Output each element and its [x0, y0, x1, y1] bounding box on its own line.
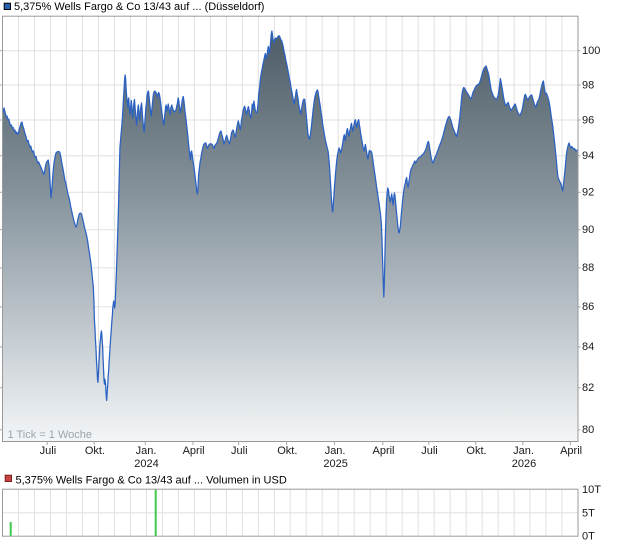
svg-text:2026: 2026 — [512, 458, 536, 470]
svg-text:2025: 2025 — [323, 458, 347, 470]
svg-text:5,375% Wells Fargo & Co 13/43: 5,375% Wells Fargo & Co 13/43 auf ... Vo… — [16, 474, 287, 486]
svg-text:82: 82 — [582, 382, 594, 394]
svg-text:86: 86 — [582, 301, 594, 313]
svg-text:1 Tick = 1 Woche: 1 Tick = 1 Woche — [8, 429, 92, 441]
svg-text:92: 92 — [582, 187, 594, 199]
svg-text:94: 94 — [582, 150, 594, 162]
svg-text:Juli: Juli — [40, 445, 57, 457]
svg-text:96: 96 — [582, 114, 594, 126]
svg-text:April: April — [183, 445, 205, 457]
svg-text:80: 80 — [582, 424, 594, 436]
svg-text:5T: 5T — [582, 507, 595, 519]
svg-text:Juli: Juli — [421, 445, 438, 457]
svg-text:0T: 0T — [582, 530, 595, 542]
svg-text:Jan.: Jan. — [136, 445, 157, 457]
svg-text:Jan.: Jan. — [513, 445, 534, 457]
svg-text:98: 98 — [582, 79, 594, 91]
svg-text:Okt.: Okt. — [466, 445, 486, 457]
svg-text:5,375% Wells Fargo & Co 13/43: 5,375% Wells Fargo & Co 13/43 auf ... (D… — [14, 1, 264, 13]
svg-text:Okt.: Okt. — [277, 445, 297, 457]
svg-text:88: 88 — [582, 262, 594, 274]
svg-text:Jan.: Jan. — [325, 445, 346, 457]
svg-text:84: 84 — [582, 341, 594, 353]
svg-text:April: April — [372, 445, 394, 457]
svg-text:April: April — [560, 445, 582, 457]
svg-text:10T: 10T — [582, 484, 601, 496]
svg-text:Juli: Juli — [231, 445, 248, 457]
svg-text:100: 100 — [582, 45, 600, 57]
svg-text:90: 90 — [582, 224, 594, 236]
svg-text:2024: 2024 — [134, 458, 158, 470]
svg-text:Okt.: Okt. — [85, 445, 105, 457]
